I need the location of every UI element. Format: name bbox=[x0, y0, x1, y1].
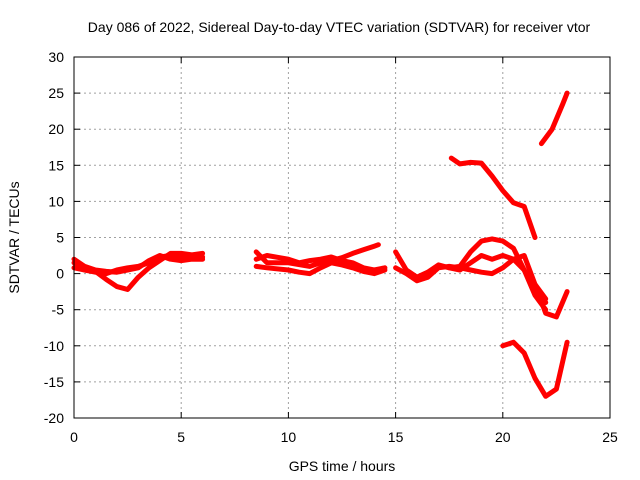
x-tick-label: 25 bbox=[602, 429, 618, 445]
y-tick-label: 20 bbox=[48, 121, 64, 137]
y-axis-label: SDTVAR / TECUs bbox=[6, 181, 22, 293]
y-tick-label: 25 bbox=[48, 85, 64, 101]
series-line-s13 bbox=[538, 90, 570, 147]
x-axis-label: GPS time / hours bbox=[289, 458, 396, 474]
y-tick-label: -15 bbox=[44, 374, 64, 390]
y-tick-label: 0 bbox=[56, 266, 64, 282]
x-tick-label: 5 bbox=[177, 429, 185, 445]
series-line-s3 bbox=[71, 253, 206, 275]
chart-title: Day 086 of 2022, Sidereal Day-to-day VTE… bbox=[88, 19, 591, 35]
series-line-s6 bbox=[253, 260, 388, 277]
series-layer bbox=[71, 90, 570, 399]
series-line-s10 bbox=[448, 155, 538, 240]
y-tick-label: 10 bbox=[48, 193, 64, 209]
axis-ticks: 0 5 10 15 20 25 -20 -15 -10 -5 0 5 10 15 20 25 30 bbox=[44, 49, 618, 445]
y-tick-label: 15 bbox=[48, 157, 64, 173]
y-tick-label: -5 bbox=[52, 302, 65, 318]
x-tick-label: 0 bbox=[70, 429, 78, 445]
series-line-s11 bbox=[500, 339, 570, 399]
y-tick-label: -20 bbox=[44, 410, 64, 426]
x-tick-label: 10 bbox=[281, 429, 297, 445]
x-tick-label: 15 bbox=[388, 429, 404, 445]
series-line-s5 bbox=[253, 253, 388, 273]
y-tick-label: -10 bbox=[44, 338, 64, 354]
series-line-s8 bbox=[393, 253, 549, 302]
x-tick-label: 20 bbox=[495, 429, 511, 445]
y-tick-label: 5 bbox=[56, 230, 64, 246]
grid-lines bbox=[74, 57, 610, 418]
y-tick-label: 30 bbox=[48, 49, 64, 65]
series-line-s9 bbox=[446, 236, 549, 313]
series-line-s12 bbox=[532, 281, 570, 320]
